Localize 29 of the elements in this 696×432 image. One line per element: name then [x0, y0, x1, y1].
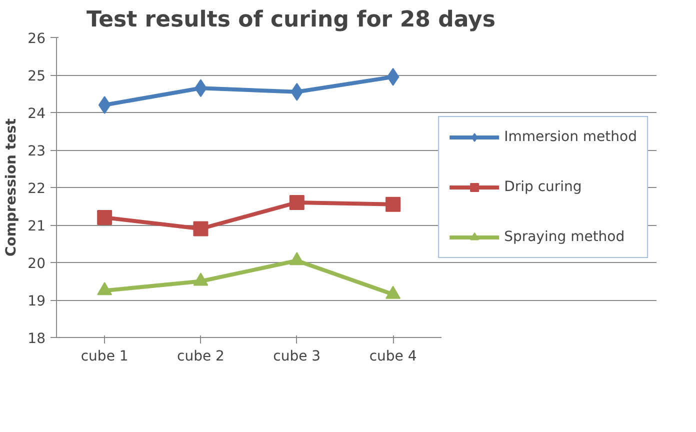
point — [289, 252, 304, 266]
point — [386, 196, 401, 212]
y-tick-label: 18 — [28, 331, 46, 347]
y-tick-label: 20 — [28, 256, 46, 272]
y-tick-label: 19 — [28, 294, 46, 310]
x-tick-label: cube 3 — [273, 348, 321, 364]
legend-label: Drip curing — [504, 179, 582, 195]
point — [289, 195, 304, 210]
point — [290, 82, 304, 101]
y-tick-label: 25 — [28, 68, 46, 84]
point — [386, 286, 401, 299]
x-tick-label: cube 4 — [369, 348, 417, 364]
point — [193, 272, 208, 286]
chart-title: Test results of curing for 28 days — [86, 8, 496, 32]
y-tick-label: 21 — [28, 218, 46, 234]
x-tick-label: cube 2 — [177, 348, 224, 364]
point — [386, 68, 400, 86]
y-tick-label: 22 — [28, 181, 46, 197]
point — [97, 282, 112, 296]
y-tick-label: 23 — [28, 144, 46, 160]
point — [193, 221, 208, 236]
point — [97, 210, 112, 225]
y-tick-label: 26 — [28, 31, 46, 47]
legend-label: Immersion method — [504, 129, 637, 145]
y-tick-label: 24 — [28, 106, 46, 122]
y-axis-title: Compression test — [4, 118, 20, 257]
legend-label: Spraying method — [504, 229, 625, 245]
point — [98, 96, 111, 114]
x-tick-label: cube 1 — [80, 348, 128, 364]
